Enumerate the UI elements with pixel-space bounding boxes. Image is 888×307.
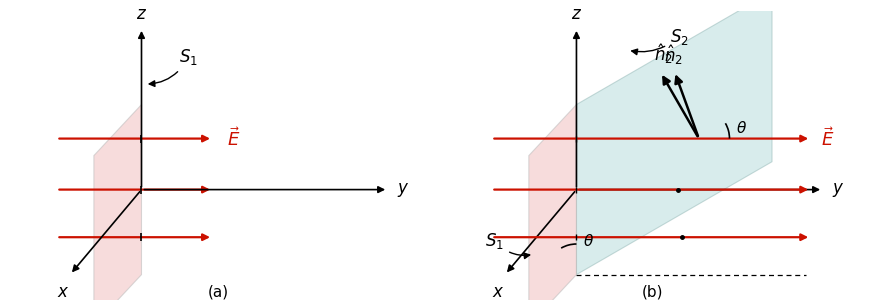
Text: $x$: $x$ bbox=[492, 283, 504, 301]
Text: $z$: $z$ bbox=[571, 5, 582, 23]
Text: $z$: $z$ bbox=[136, 5, 147, 23]
Polygon shape bbox=[94, 105, 141, 307]
Text: $S_2$: $S_2$ bbox=[631, 26, 689, 55]
Polygon shape bbox=[576, 0, 772, 275]
Text: $\vec{E}$: $\vec{E}$ bbox=[226, 127, 240, 150]
Text: $\hat{n}_2$: $\hat{n}_2$ bbox=[664, 44, 683, 67]
Text: (b): (b) bbox=[642, 284, 663, 299]
Text: $S_1$: $S_1$ bbox=[486, 231, 529, 258]
Text: $\hat{n}_2$: $\hat{n}_2$ bbox=[654, 43, 673, 66]
Text: $y$: $y$ bbox=[397, 181, 409, 199]
Text: $\vec{E}$: $\vec{E}$ bbox=[821, 127, 835, 150]
Text: $\theta$: $\theta$ bbox=[583, 233, 594, 249]
Text: $x$: $x$ bbox=[57, 283, 69, 301]
Text: $\theta$: $\theta$ bbox=[736, 120, 748, 136]
Text: $S_1$: $S_1$ bbox=[149, 47, 198, 86]
Text: (a): (a) bbox=[208, 284, 228, 299]
Polygon shape bbox=[529, 105, 576, 307]
Text: $y$: $y$ bbox=[831, 181, 844, 199]
